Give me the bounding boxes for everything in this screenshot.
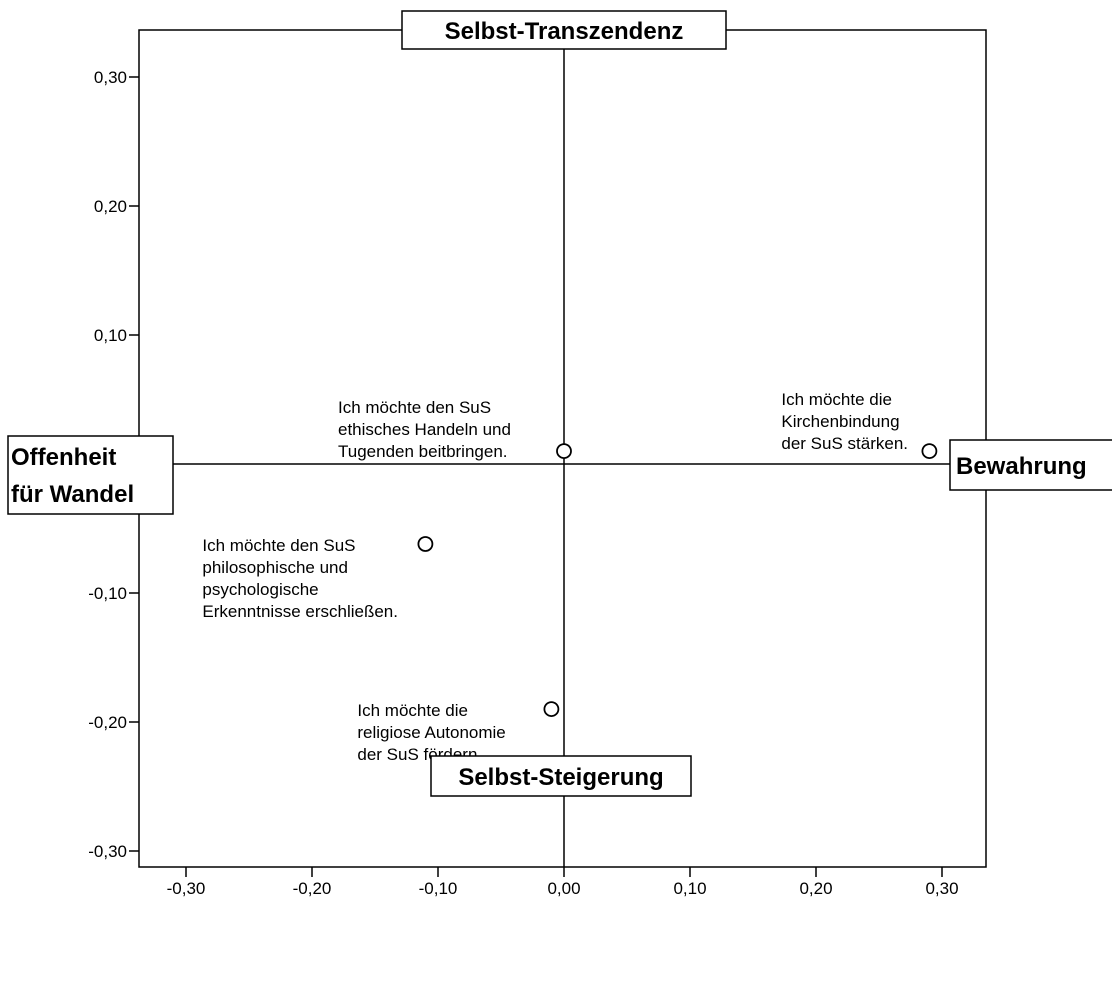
top-dimension-label: Selbst-Transzendenz: [401, 10, 727, 50]
data-points: Ich möchte den SuS ethisches Handeln und T…: [202, 390, 938, 764]
x-tick-label: -0,10: [419, 879, 458, 898]
y-tick-label: 0,20: [94, 197, 127, 216]
data-point-marker: [543, 701, 560, 717]
y-tick-label: 0,10: [94, 326, 127, 345]
x-tick-label: 0,20: [799, 879, 832, 898]
data-point-label: Ich möchte den SuS: [338, 398, 491, 417]
data-point-marker: [921, 443, 938, 460]
data-point-marker: [556, 443, 572, 460]
y-tick-label: 0,30: [94, 68, 127, 87]
x-tick-label: -0,20: [293, 879, 332, 898]
data-point-label: Tugenden beitbringen.: [338, 442, 508, 461]
x-axis-ticks: -0,30 -0,20 -0,10 0,00 0,10 0,20 0,30: [167, 867, 959, 898]
y-tick-label: -0,30: [88, 842, 127, 861]
right-dimension-label: Bewahrung: [949, 439, 1112, 491]
x-tick-label: -0,30: [167, 879, 206, 898]
left-dimension-text-line1: Offenheit: [11, 444, 116, 471]
right-dimension-text: Bewahrung: [956, 453, 1087, 480]
bottom-dimension-text: Selbst-Steigerung: [458, 764, 663, 791]
data-point-label: psychologische: [202, 580, 318, 599]
x-tick-label: 0,30: [925, 879, 958, 898]
data-point-label: Erkenntnisse erschließen.: [202, 602, 398, 621]
data-point-label: Ich möchte den SuS: [202, 536, 355, 555]
x-tick-label: 0,00: [547, 879, 580, 898]
data-point-label: ethisches Handeln und: [338, 420, 511, 439]
data-point-label: religiose Autonomie: [357, 723, 505, 742]
left-dimension-label: Offenheit für Wandel: [7, 435, 174, 515]
y-axis-ticks: 0,30 0,20 0,10 -0,10 -0,20 -0,30: [88, 68, 139, 861]
top-dimension-text: Selbst-Transzendenz: [445, 18, 684, 45]
left-dimension-text-line2: für Wandel: [11, 481, 134, 508]
data-point-label: der SuS stärken.: [781, 434, 908, 453]
bottom-dimension-label: Selbst-Steigerung: [430, 755, 692, 797]
data-point-marker: [417, 536, 434, 552]
y-tick-label: -0,10: [88, 584, 127, 603]
x-tick-label: 0,10: [673, 879, 706, 898]
data-point-label: Kirchenbindung: [781, 412, 899, 431]
data-point-label: Ich möchte die: [781, 390, 892, 409]
y-tick-label: -0,20: [88, 713, 127, 732]
data-point-label: Ich möchte die: [357, 701, 468, 720]
data-point-label: philosophische und: [202, 558, 348, 577]
